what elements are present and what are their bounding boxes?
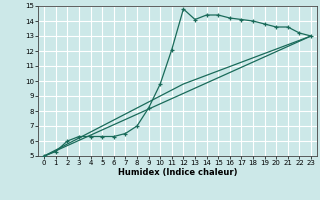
X-axis label: Humidex (Indice chaleur): Humidex (Indice chaleur) xyxy=(118,168,237,177)
